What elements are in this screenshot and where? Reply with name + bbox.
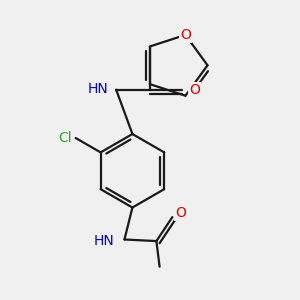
Text: O: O — [175, 206, 186, 220]
Text: O: O — [189, 83, 200, 97]
Text: Cl: Cl — [58, 131, 72, 145]
Text: HN: HN — [94, 234, 115, 248]
Text: O: O — [180, 28, 191, 42]
Text: HN: HN — [87, 82, 108, 96]
